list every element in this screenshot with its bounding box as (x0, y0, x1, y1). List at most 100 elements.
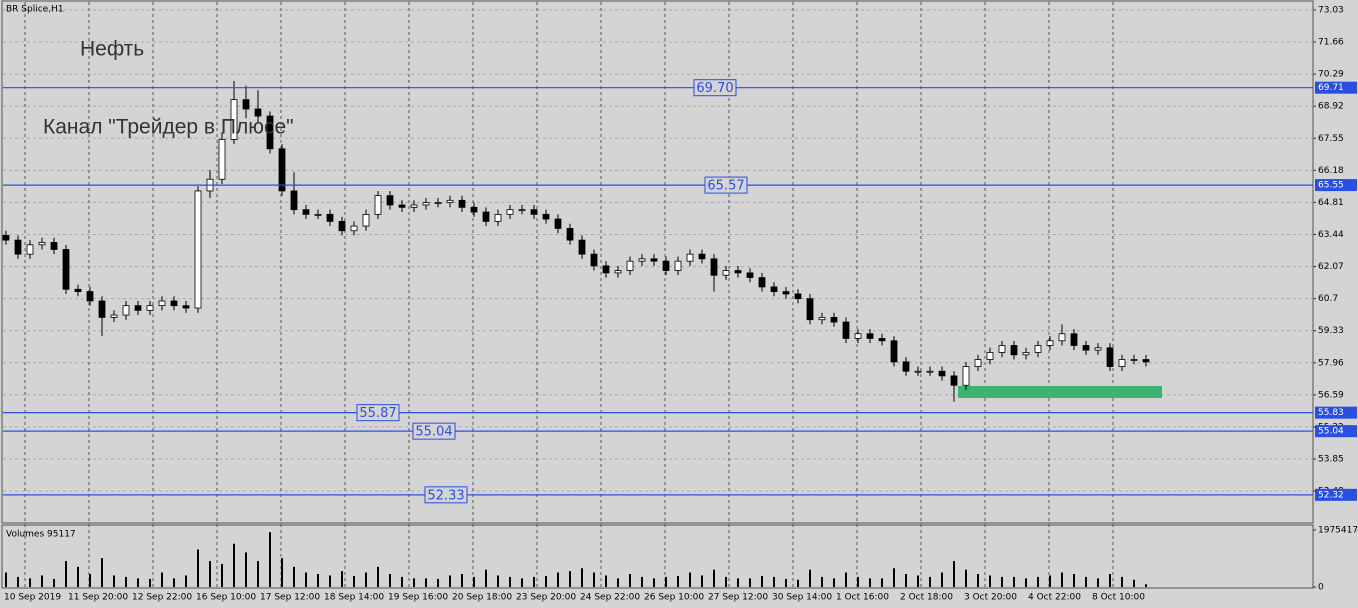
volume-bar (929, 576, 931, 587)
volume-bar (977, 574, 979, 587)
candle-body (2, 235, 10, 241)
candle-body (110, 314, 118, 318)
y-tick-label: 67.55 (1318, 134, 1344, 144)
volume-bar (749, 578, 751, 587)
candle-body (38, 242, 46, 246)
volume-bar (413, 578, 415, 587)
volume-bar (701, 575, 703, 587)
candle-body (482, 211, 490, 222)
volume-bar (1145, 584, 1147, 587)
level-axis-label: 55.83 (1318, 408, 1344, 418)
candle-body (578, 239, 586, 255)
x-tick-label: 16 Sep 10:00 (196, 593, 256, 603)
candle-body (698, 253, 706, 260)
chart-title: BR Splice,H1 (6, 5, 64, 15)
volume-bar (173, 578, 175, 587)
volume-bar (1073, 574, 1075, 587)
candle-body (338, 220, 346, 232)
level-annotation-box (356, 404, 400, 422)
volume-panel (1, 524, 1314, 589)
candle-body (782, 291, 790, 295)
x-tick-label: 8 Oct 10:00 (1092, 593, 1145, 603)
candle-body (14, 239, 22, 255)
candle-body (590, 253, 598, 267)
volume-bar (1013, 576, 1015, 587)
candle-body (1082, 345, 1090, 351)
candle-body (86, 291, 94, 302)
candle-body (98, 300, 106, 318)
volume-bar (281, 558, 283, 587)
volume-bar (941, 572, 943, 587)
volume-bar (53, 578, 55, 587)
volume-bar (509, 576, 511, 587)
level-annotation: 52.33 (427, 488, 464, 503)
candle-body (182, 305, 190, 309)
candle-body (854, 333, 862, 339)
candle-body (878, 338, 886, 342)
candle-body (422, 202, 430, 206)
volume-bar (473, 576, 475, 587)
volume-bar (845, 572, 847, 587)
candle-body (626, 260, 634, 271)
volume-bar (65, 561, 67, 587)
volume-bar (245, 552, 247, 587)
candle-body (1094, 347, 1102, 351)
level-axis-label: 55.04 (1318, 427, 1344, 437)
candle-body (770, 286, 778, 293)
y-tick-label: 70.29 (1318, 70, 1344, 80)
level-axis-box (1315, 179, 1357, 192)
candle-body (842, 321, 850, 339)
candle-body (362, 213, 370, 227)
candle-body (314, 213, 322, 216)
level-axis-box (1315, 406, 1357, 419)
highlight-zone (958, 386, 1162, 398)
volume-bar (329, 575, 331, 587)
x-tick-label: 26 Sep 10:00 (644, 593, 704, 603)
volume-bar (341, 571, 343, 587)
y-tick-label: 73.03 (1318, 5, 1344, 15)
level-axis-box (1315, 81, 1357, 94)
volume-bar (101, 558, 103, 587)
candle-body (734, 270, 742, 274)
volume-bar (1133, 579, 1135, 587)
volume-tick-label: 0 (1318, 583, 1324, 593)
volume-bar (353, 576, 355, 587)
volume-bar (389, 574, 391, 587)
candle-body (1034, 345, 1042, 353)
candle-body (1046, 340, 1054, 346)
volume-bar (293, 566, 295, 587)
volume-bar (485, 569, 487, 587)
candle-body (62, 249, 70, 290)
volume-bar (461, 574, 463, 587)
candle-body (1022, 352, 1030, 356)
volume-bar (689, 572, 691, 587)
candle-body (902, 361, 910, 372)
x-tick-label: 27 Sep 12:00 (708, 593, 768, 603)
volume-bar (533, 576, 535, 587)
y-tick-label: 71.66 (1318, 38, 1344, 48)
candle-body (458, 199, 466, 208)
volume-bar (1001, 576, 1003, 587)
candle-body (566, 228, 574, 241)
candle-body (1118, 359, 1126, 367)
candle-body (638, 258, 646, 262)
candle-body (26, 244, 34, 255)
volume-bar (425, 578, 427, 587)
volume-bar (317, 574, 319, 587)
volume-bar (89, 574, 91, 587)
x-tick-label: 10 Sep 2019 (4, 593, 61, 603)
volume-bar (449, 575, 451, 587)
volume-bar (29, 578, 31, 587)
x-tick-label: 17 Sep 12:00 (260, 593, 320, 603)
x-tick-label: 11 Sep 20:00 (68, 593, 128, 603)
candle-body (806, 298, 814, 321)
candle-body (74, 288, 82, 293)
candle-body (686, 253, 694, 262)
candle-body (134, 305, 142, 311)
candle-body (302, 209, 310, 215)
y-tick-label: 57.96 (1318, 358, 1344, 368)
candle-body (938, 370, 946, 377)
level-annotation-box (704, 176, 748, 194)
x-tick-label: 19 Sep 16:00 (388, 593, 448, 603)
